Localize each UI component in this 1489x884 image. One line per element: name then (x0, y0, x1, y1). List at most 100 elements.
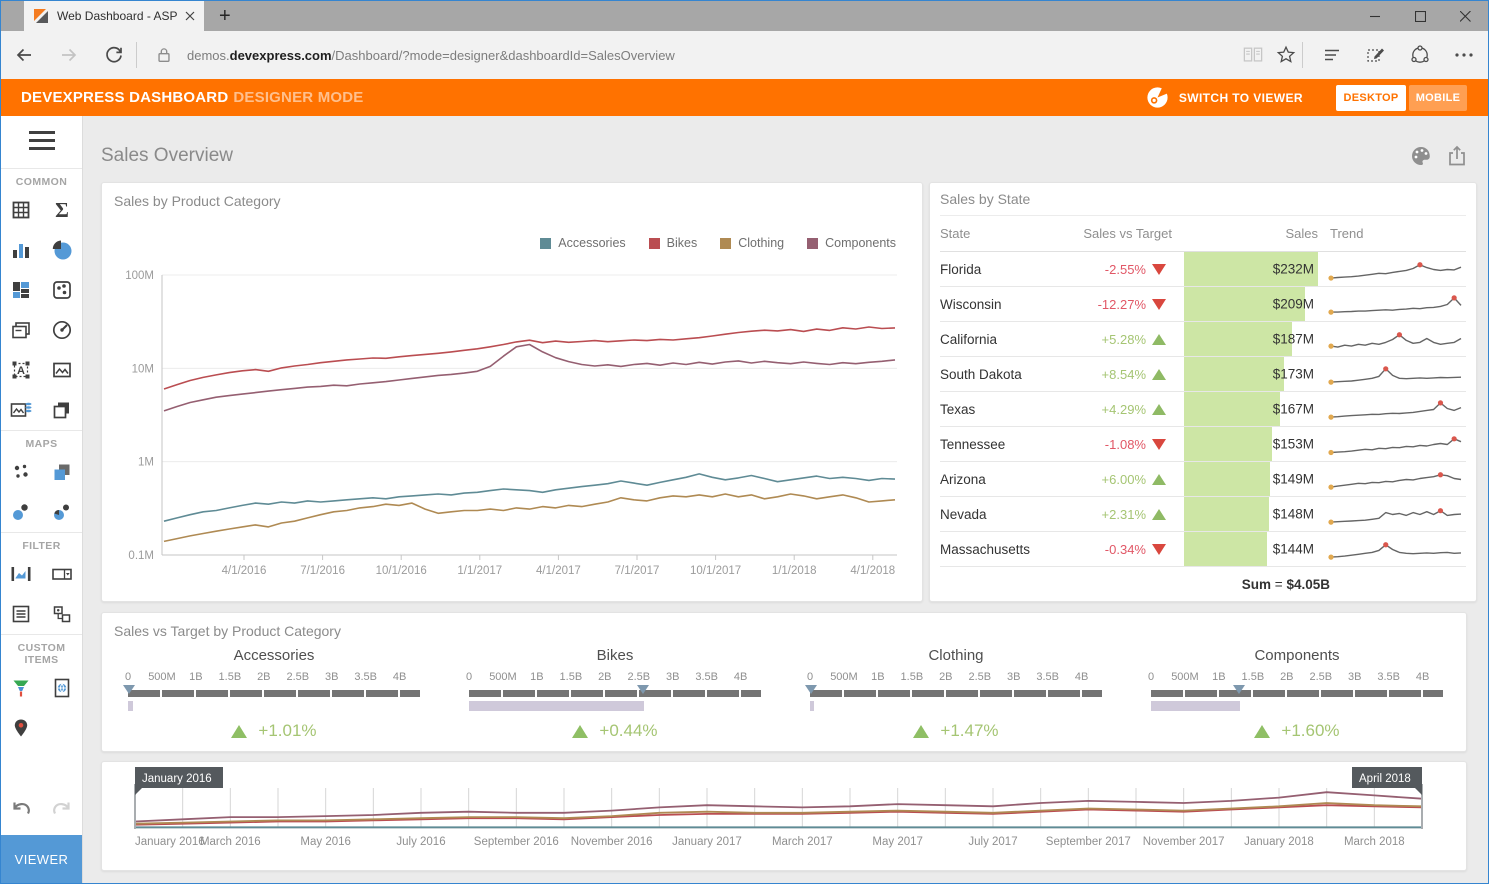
bubble-map-icon[interactable] (1, 492, 42, 532)
back-button[interactable] (1, 45, 46, 65)
desktop-button[interactable]: DESKTOP (1336, 84, 1406, 111)
range-selector-panel[interactable]: January 2016 March 2016 May 2016 July 2016 S… (101, 761, 1467, 871)
bullet-tick-label: 2.5B (1309, 671, 1333, 683)
bullet-tick-label: 500M (489, 671, 517, 683)
bullet-components: Components 0 500M 1B 1.5B 2B 2.5B 3B 3.5B 4B +1.60… (1125, 647, 1466, 741)
listbox-item-icon[interactable] (1, 594, 42, 634)
table-row[interactable]: Tennessee -1.08% $153M (940, 427, 1466, 462)
hub-icon[interactable] (1315, 46, 1348, 64)
svg-text:1M: 1M (138, 457, 154, 469)
table-row[interactable]: Arizona +6.00% $149M (940, 462, 1466, 497)
funnel-item-icon[interactable] (1, 668, 42, 708)
reading-list-icon[interactable] (1236, 46, 1269, 64)
combobox-item-icon[interactable] (42, 554, 83, 594)
section-label: COMMON (15, 176, 68, 188)
dashboard-surface: Sales Overview Sales by Product Category… (83, 116, 1488, 883)
bound-image-item-icon[interactable] (1, 390, 42, 430)
tab-container-item-icon[interactable] (42, 390, 83, 430)
image-item-icon[interactable] (42, 350, 83, 390)
bullet-tick-label: 2.5B (286, 671, 310, 683)
undo-button[interactable] (1, 795, 42, 821)
toolbox-menu-icon[interactable] (1, 116, 82, 168)
legend-swatch (648, 237, 660, 249)
table-row[interactable]: Wisconsin -12.27% $209M (940, 287, 1466, 322)
svg-text:May 2016: May 2016 (300, 836, 351, 848)
sales-cell: $209M (1184, 287, 1318, 321)
trend-sparkline (1328, 400, 1462, 420)
pie-map-icon[interactable] (42, 492, 83, 532)
close-button[interactable] (1443, 1, 1488, 31)
treeview-item-icon[interactable] (42, 594, 83, 634)
switch-to-viewer-button[interactable]: SWITCH TO VIEWER (1145, 85, 1303, 110)
table-row[interactable]: South Dakota +8.54% $173M (940, 357, 1466, 392)
refresh-button[interactable] (91, 45, 136, 65)
more-options-icon[interactable] (1447, 52, 1480, 58)
range-start-label: January 2016 (142, 773, 212, 785)
grid-item-icon[interactable] (1, 190, 42, 230)
table-body: Florida -2.55% $232M Wisconsin -12.27% $209M C… (940, 252, 1466, 567)
table-row[interactable]: Texas +4.29% $167M (940, 392, 1466, 427)
palette-icon[interactable] (1410, 145, 1432, 167)
chart-item-icon[interactable] (1, 230, 42, 270)
export-icon[interactable] (1447, 145, 1467, 167)
table-row[interactable]: Nevada +2.31% $148M (940, 497, 1466, 532)
address-bar[interactable]: demos.devexpress.com/Dashboard/?mode=des… (143, 46, 1236, 64)
choropleth-map-icon[interactable] (42, 452, 83, 492)
sales-cell: $148M (1184, 497, 1318, 531)
table-row[interactable]: Florida -2.55% $232M (940, 252, 1466, 287)
bullet-scale (123, 685, 420, 697)
svg-text:4/1/2017: 4/1/2017 (536, 565, 581, 577)
table-row[interactable]: Massachusetts -0.34% $144M (940, 532, 1466, 567)
forward-button[interactable] (46, 45, 91, 65)
bullet-tick-label: 1.5B (900, 671, 924, 683)
scatter-item-icon[interactable] (42, 270, 83, 310)
pivot-item-icon[interactable]: Σ (42, 190, 83, 230)
trend-sparkline (1328, 436, 1462, 456)
map-pin-item-icon[interactable] (1, 708, 42, 748)
series-components (163, 343, 896, 412)
sales-bar (1184, 357, 1284, 391)
trend-sparkline (1328, 332, 1462, 349)
gauge-item-icon[interactable] (42, 310, 83, 350)
viewer-tab-button[interactable]: VIEWER (1, 835, 82, 883)
web-note-icon[interactable] (1359, 45, 1392, 65)
bullet-tick-label: 1.5B (218, 671, 242, 683)
legend-swatch (720, 237, 732, 249)
redo-button[interactable] (42, 795, 83, 821)
bullet-target-marker (1232, 685, 1245, 694)
mobile-button[interactable]: MOBILE (1409, 84, 1467, 111)
treemap-item-icon[interactable] (1, 270, 42, 310)
textbox-item-icon[interactable]: A (1, 350, 42, 390)
table-row[interactable]: California +5.28% $187M (940, 322, 1466, 357)
bullet-name: Bikes (596, 647, 634, 664)
sales-cell: $187M (1184, 322, 1318, 356)
bullet-tick-label: 0 (1147, 671, 1155, 683)
share-icon[interactable] (1403, 45, 1436, 65)
bullet-value-bar (810, 701, 815, 711)
triangle-up-icon (1152, 508, 1166, 520)
triangle-down-icon (1152, 298, 1166, 310)
triangle-up-icon (231, 724, 248, 738)
new-tab-button[interactable]: + (219, 5, 231, 27)
browser-tab[interactable]: Web Dashboard - ASP.N (24, 1, 204, 31)
webpage-item-icon[interactable] (42, 668, 83, 708)
favorites-star-icon[interactable] (1269, 45, 1302, 65)
dashboard-title[interactable]: Sales Overview (101, 145, 233, 166)
sales-bar (1184, 392, 1281, 426)
bullet-name: Clothing (928, 647, 984, 664)
pie-item-icon[interactable] (42, 230, 83, 270)
range-filter-item-icon[interactable] (1, 554, 42, 594)
state-cell: Texas (940, 401, 976, 417)
geo-point-map-icon[interactable] (1, 452, 42, 492)
toolbar-divider (1302, 42, 1303, 68)
minimize-button[interactable] (1353, 1, 1398, 31)
sales-cell: $167M (1184, 392, 1318, 426)
delta-cell: +2.31% (1101, 506, 1146, 522)
card-item-icon[interactable] (1, 310, 42, 350)
sales-by-category-chart[interactable]: 100M 10M 1M 0.1M 4/1/2016 7/1/2016 10/1/2016 1/… (102, 183, 922, 601)
tab-title: Web Dashboard - ASP.N (57, 9, 177, 23)
tab-close-icon[interactable] (185, 11, 195, 21)
maximize-button[interactable] (1398, 1, 1443, 31)
